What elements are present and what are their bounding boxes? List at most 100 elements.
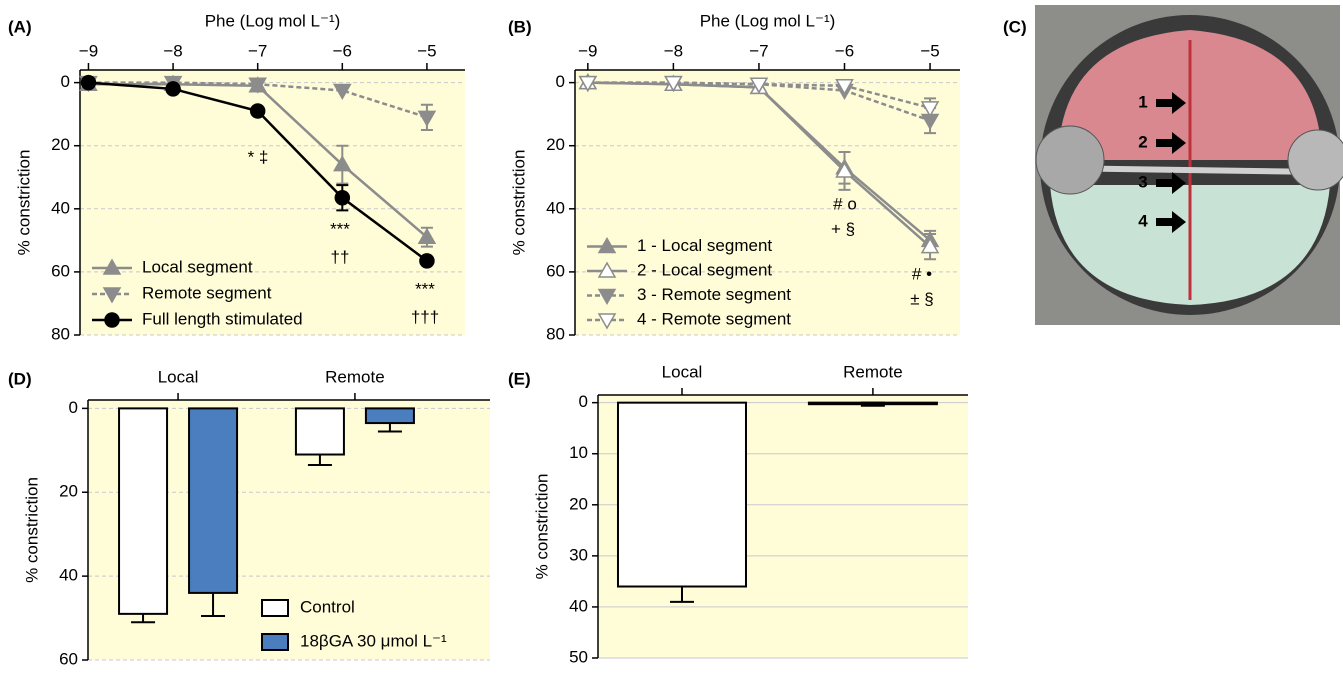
panel-label: (E) <box>508 369 531 388</box>
legend-marker <box>597 313 617 330</box>
legend-label: Full length stimulated <box>142 309 303 328</box>
x-tick-label: −6 <box>835 41 854 60</box>
y-tick-label: 30 <box>569 545 588 564</box>
legend-label: 4 - Remote segment <box>637 309 791 328</box>
legend-label: 3 - Remote segment <box>637 285 791 304</box>
y-tick-label: 10 <box>569 443 588 462</box>
y-tick-label: 20 <box>569 494 588 513</box>
marker <box>165 81 181 97</box>
marker <box>417 227 437 244</box>
x-tick-label: −5 <box>920 41 939 60</box>
legend-label: 2 - Local segment <box>637 260 772 279</box>
photo-panel: 1 2 3 4 (C) <box>1003 5 1343 325</box>
marker <box>333 155 352 172</box>
y-axis-label: % constriction <box>22 477 41 583</box>
legend-marker <box>102 258 122 275</box>
bar <box>364 407 415 425</box>
legend-marker <box>597 288 617 306</box>
x-tick-label: −7 <box>749 41 768 60</box>
marker <box>835 161 854 178</box>
y-tick-label: 40 <box>546 198 565 217</box>
y-tick-label: 20 <box>546 135 565 154</box>
bar <box>807 401 938 406</box>
legend-label: Local segment <box>142 257 253 276</box>
annotation: *** <box>415 279 435 298</box>
marker <box>749 77 769 94</box>
legend-marker <box>597 261 617 278</box>
plot-background <box>80 70 465 335</box>
y-tick-label: 60 <box>59 649 78 668</box>
bar <box>616 401 747 588</box>
annotation: # • <box>912 264 932 283</box>
annotation: * ‡ <box>248 147 269 166</box>
marker <box>578 75 598 93</box>
y-tick-label: 20 <box>59 482 78 501</box>
bar <box>118 407 169 615</box>
marker <box>835 79 854 96</box>
y-tick-label: 80 <box>546 324 565 343</box>
bar <box>188 407 239 594</box>
category-label: Remote <box>325 367 385 386</box>
y-tick-label: 40 <box>51 198 70 217</box>
x-tick-label: −6 <box>333 41 352 60</box>
right-electrode <box>1287 129 1343 191</box>
left-electrode <box>1035 125 1105 195</box>
photo-label: 3 <box>1138 172 1147 191</box>
category-label: Remote <box>843 362 903 381</box>
annotation: + § <box>831 219 855 238</box>
x-tick-label: −8 <box>664 41 683 60</box>
y-tick-label: 50 <box>569 647 588 666</box>
legend-label: Control <box>300 597 355 616</box>
x-axis-label: Phe (Log mol L⁻¹) <box>205 11 341 30</box>
annotation: †† <box>331 247 350 266</box>
legend-marker <box>102 287 122 304</box>
x-tick-label: −8 <box>163 41 182 60</box>
x-axis-label: Phe (Log mol L⁻¹) <box>700 11 836 30</box>
annotation: *** <box>330 219 350 238</box>
y-tick-label: 60 <box>546 261 565 280</box>
panel-label: (B) <box>508 17 532 36</box>
marker <box>333 83 352 101</box>
photo-label: 2 <box>1138 132 1147 151</box>
marker <box>334 190 351 206</box>
marker <box>249 103 266 119</box>
y-tick-label: 40 <box>59 566 78 585</box>
bar <box>294 407 345 456</box>
annotation: # o <box>833 194 857 213</box>
legend-swatch <box>261 633 289 651</box>
panel-label: (A) <box>8 17 32 36</box>
x-tick-label: −5 <box>417 41 436 60</box>
y-tick-label: 40 <box>569 596 588 615</box>
annotation: ± § <box>910 289 934 308</box>
panel-label: (D) <box>8 369 32 388</box>
y-axis-label: % constriction <box>509 150 528 256</box>
photo-label: 1 <box>1138 92 1147 111</box>
marker <box>920 101 940 118</box>
marker <box>417 110 437 127</box>
marker <box>419 253 435 269</box>
legend-marker <box>597 236 617 254</box>
legend-label: 18βGA 30 μmol L⁻¹ <box>300 631 447 650</box>
marker <box>248 77 267 94</box>
y-tick-label: 20 <box>51 135 70 154</box>
y-tick-label: 0 <box>69 398 78 417</box>
legend-swatch <box>261 599 289 617</box>
category-label: Local <box>158 367 199 386</box>
y-tick-label: 0 <box>61 72 70 91</box>
category-label: Local <box>662 362 703 381</box>
arrows <box>1156 92 1186 233</box>
marker <box>80 74 97 91</box>
legend-label: Remote segment <box>142 283 272 302</box>
photo-label: 4 <box>1138 211 1148 230</box>
plot-background <box>575 70 960 335</box>
y-tick-label: 0 <box>556 72 565 91</box>
x-tick-label: −7 <box>248 41 267 60</box>
marker <box>920 237 940 254</box>
legend-label: 1 - Local segment <box>637 236 772 255</box>
annotation: ††† <box>411 307 439 326</box>
y-axis-label: % constriction <box>14 150 33 256</box>
y-tick-label: 80 <box>51 324 70 343</box>
x-tick-label: −9 <box>578 41 597 60</box>
y-axis-label: % constriction <box>532 474 551 580</box>
